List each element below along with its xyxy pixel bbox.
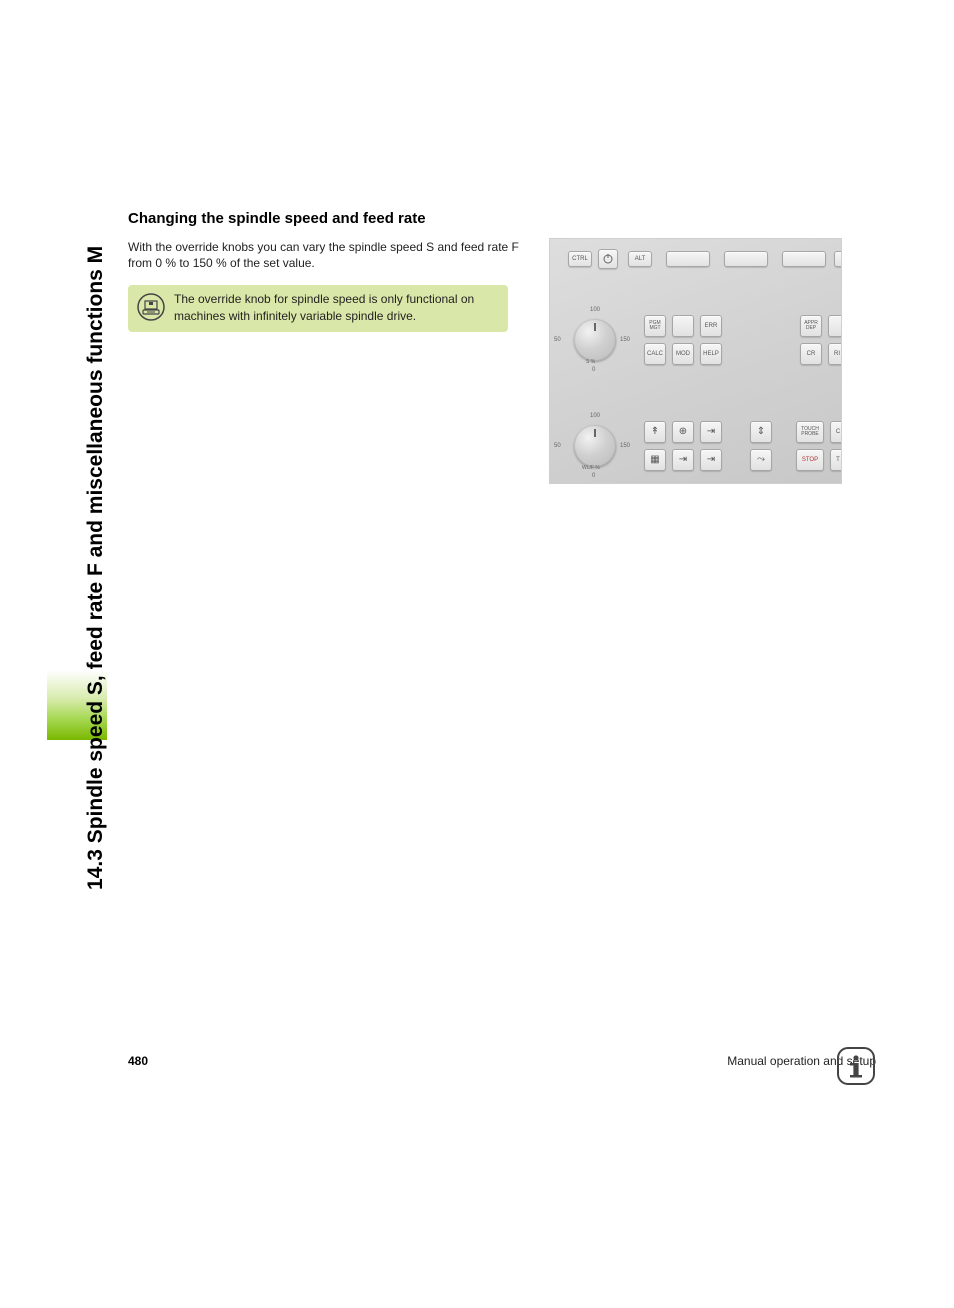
knob1-50: 50 [554,337,561,343]
panel-key-blank-2 [724,251,768,267]
panel-key-blank-1 [666,251,710,267]
panel-key-g2-3: ▦ [644,449,666,471]
panel-key-g2m-1: ⤳ [750,449,772,471]
footer: 480 Manual operation and setup [128,1054,876,1068]
panel-key-apprdep: APPR DEP [800,315,822,337]
knob2-100: 100 [590,413,600,419]
panel-key-blank-4 [834,251,842,267]
knob1-0: 0 [592,367,595,373]
panel-key-cr: CR [800,343,822,365]
panel-key-power [598,249,618,269]
knob2-150: 150 [620,443,630,449]
machine-icon [134,291,168,321]
panel-key-touchprobe: TOUCH PROBE [796,421,824,443]
panel-key-mod: MOD [672,343,694,365]
panel-key-pgmmgt: PGM MGT [644,315,666,337]
panel-key-stop: STOP [796,449,824,471]
panel-key-g2-2: ⇥ [700,421,722,443]
knob1-150: 150 [620,337,630,343]
knob2-caption: WL/F % [582,465,600,471]
panel-key-g2-5: ⇥ [700,449,722,471]
panel-key-alt: ALT [628,251,652,267]
panel-key-ctrl: CTRL [568,251,592,267]
panel-key-err: ERR [700,315,722,337]
note-text: The override knob for spindle speed is o… [168,291,498,323]
panel-key-g2r-c: C [830,421,842,443]
knob2-50: 50 [554,443,561,449]
page-number: 480 [128,1054,148,1068]
panel-key-g2m-0: ⇕ [750,421,772,443]
panel-key-g2-1: ⊕ [672,421,694,443]
panel-key-calc: CALC [644,343,666,365]
panel-key-g2-4: ⇥ [672,449,694,471]
heading: Changing the spindle speed and feed rate [128,210,528,227]
knob1-caption: S % [586,359,595,365]
panel-key-g1-blank [672,315,694,337]
panel-key-r1b: RI [828,343,842,365]
note-box: The override knob for spindle speed is o… [128,285,508,331]
panel-key-r1a [828,315,842,337]
main-content: Changing the spindle speed and feed rate… [128,210,528,332]
knob2-0: 0 [592,473,595,479]
panel-key-g2-0: ↟ [644,421,666,443]
panel-key-help: HELP [700,343,722,365]
control-panel-image: CTRL ALT 100 50 150 0 S % PGM MGT ERR CA… [549,238,842,484]
panel-key-g2r-t: T [830,449,842,471]
feed-override-knob [574,425,616,467]
info-icon [836,1046,876,1086]
spindle-override-knob [574,319,616,361]
knob1-100: 100 [590,307,600,313]
panel-key-blank-3 [782,251,826,267]
section-title: 14.3 Spindle speed S, feed rate F and mi… [84,246,108,890]
body-paragraph: With the override knobs you can vary the… [128,239,528,271]
